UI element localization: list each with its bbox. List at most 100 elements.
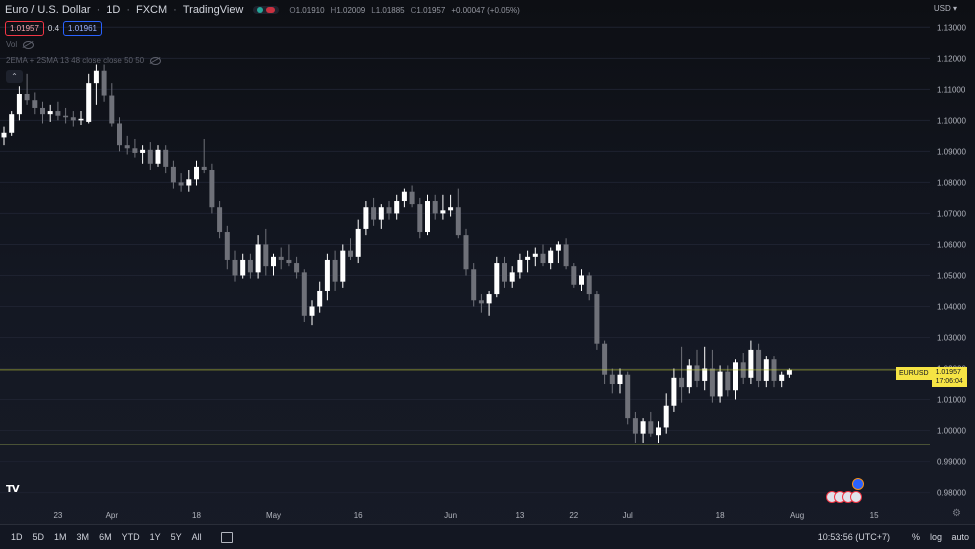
- candle-down: [132, 148, 138, 153]
- x-tick-label: Jul: [623, 511, 633, 520]
- candle-up: [786, 369, 792, 375]
- close-value: 1.01957: [416, 5, 446, 15]
- candle-up: [494, 263, 500, 295]
- range-1d-button[interactable]: 1D: [11, 532, 23, 542]
- clock-timezone[interactable]: 10:53:56 (UTC+7): [817, 532, 890, 542]
- date-range-calendar-icon[interactable]: [220, 531, 233, 543]
- range-5d-button[interactable]: 5D: [32, 532, 45, 542]
- range-1y-button[interactable]: 1Y: [149, 532, 161, 542]
- hidden-eye-icon[interactable]: [23, 40, 35, 49]
- x-tick-label: 18: [192, 511, 201, 520]
- candle-down: [471, 269, 477, 301]
- separator: ·: [96, 4, 101, 16]
- candle-up: [194, 166, 199, 180]
- volume-legend[interactable]: Vol: [6, 40, 35, 49]
- candle-down: [170, 166, 176, 183]
- range-6m-button[interactable]: 6M: [99, 532, 112, 542]
- y-tick-label: 1.03000: [937, 333, 966, 342]
- x-tick-label: Apr: [106, 511, 119, 520]
- auto-scale-toggle[interactable]: auto: [951, 532, 969, 542]
- indicator-legend[interactable]: 2EMA + 2SMA 13 48 close close 50 50: [6, 56, 162, 65]
- candle-down: [224, 232, 230, 260]
- candle-up: [255, 244, 261, 273]
- range-1m-button[interactable]: 1M: [54, 532, 67, 542]
- log-scale-toggle[interactable]: log: [929, 532, 942, 542]
- candle-up: [425, 201, 430, 233]
- candle-down: [124, 145, 130, 149]
- candle-up: [517, 259, 523, 273]
- candle-down: [725, 371, 731, 391]
- candle-down: [371, 207, 377, 220]
- us-flag-icon[interactable]: [850, 491, 862, 503]
- currency-selector[interactable]: USD ▾: [933, 4, 957, 13]
- range-all-button[interactable]: All: [191, 532, 202, 542]
- candle-down: [648, 421, 654, 434]
- buy-button[interactable]: 1.01961: [63, 21, 102, 36]
- x-tick-label: 23: [53, 511, 62, 520]
- range-3m-button[interactable]: 3M: [76, 532, 90, 542]
- y-tick-label: 1.13000: [937, 23, 966, 32]
- candle-down: [632, 418, 638, 434]
- candle-down: [602, 343, 608, 375]
- hidden-eye-icon[interactable]: [150, 56, 162, 65]
- y-tick-label: 1.10000: [937, 116, 966, 125]
- candle-up: [656, 427, 661, 436]
- chart-header: Euro / U.S. Dollar · 1D · FXCM · Trading…: [5, 4, 520, 16]
- x-tick-label: 22: [569, 511, 578, 520]
- collapse-legend-button[interactable]: ⌃: [6, 70, 23, 83]
- candle-down: [756, 349, 762, 381]
- y-tick-label: 1.00000: [937, 427, 966, 436]
- candle-up: [378, 207, 384, 220]
- ohlc-values: O1.01910 H1.02009 L1.01885 C1.01957 +0.0…: [289, 5, 520, 15]
- candle-down: [694, 365, 700, 381]
- candle-down: [301, 272, 307, 316]
- candle-up: [355, 228, 361, 257]
- candle-down: [101, 70, 107, 96]
- range-ytd-button[interactable]: YTD: [121, 532, 140, 542]
- candle-up: [271, 256, 276, 267]
- symbol-name[interactable]: Euro / U.S. Dollar: [5, 4, 91, 16]
- candle-down: [24, 93, 30, 101]
- price-chart[interactable]: 1.13000 1.12000 1.11000 1.10000 1.09000 1.080…: [0, 0, 975, 523]
- candle-up: [324, 259, 330, 291]
- candle-up: [47, 111, 53, 115]
- candle-down: [432, 201, 438, 214]
- price-tag-value: 1.01957 17:06:04: [931, 367, 967, 387]
- candle-up: [140, 149, 146, 153]
- candle-down: [563, 244, 569, 267]
- candle-up: [748, 349, 754, 378]
- candle-up: [779, 374, 785, 381]
- candle-up: [717, 371, 723, 397]
- interval-label[interactable]: 1D: [106, 4, 121, 16]
- candle-down: [679, 377, 685, 388]
- candle-up: [155, 149, 161, 164]
- low-value: 1.01885: [375, 5, 405, 15]
- candle-up: [733, 362, 738, 391]
- candle-up: [240, 259, 246, 276]
- candle-down: [40, 107, 45, 115]
- separator: ·: [126, 4, 130, 16]
- candle-up: [93, 70, 99, 84]
- platform-label: TradingView: [182, 4, 244, 16]
- range-5y-button[interactable]: 5Y: [170, 532, 182, 542]
- settings-gear-icon[interactable]: ⚙: [952, 508, 961, 519]
- candle-up: [16, 93, 22, 115]
- candle-down: [217, 207, 223, 233]
- event-icon[interactable]: [852, 478, 864, 490]
- candle-up: [640, 421, 646, 434]
- candle-down: [586, 275, 592, 295]
- candle-down: [609, 374, 615, 385]
- y-tick-label: 1.01000: [937, 396, 966, 405]
- y-tick-label: 1.09000: [937, 147, 966, 156]
- x-tick-label: Aug: [790, 511, 804, 520]
- candle-down: [478, 300, 484, 304]
- change-value: +0.00047 (+0.05%): [451, 5, 520, 15]
- sell-button[interactable]: 1.01957: [5, 21, 44, 36]
- market-status-icon[interactable]: [253, 6, 280, 14]
- last-price-tag: EURUSD 1.01957 17:06:04: [896, 367, 967, 387]
- candle-up: [448, 207, 454, 211]
- candle-up: [525, 256, 531, 260]
- separator: ·: [173, 4, 177, 16]
- tradingview-logo-icon[interactable]: TV: [6, 484, 20, 495]
- percent-scale-toggle[interactable]: %: [911, 532, 920, 542]
